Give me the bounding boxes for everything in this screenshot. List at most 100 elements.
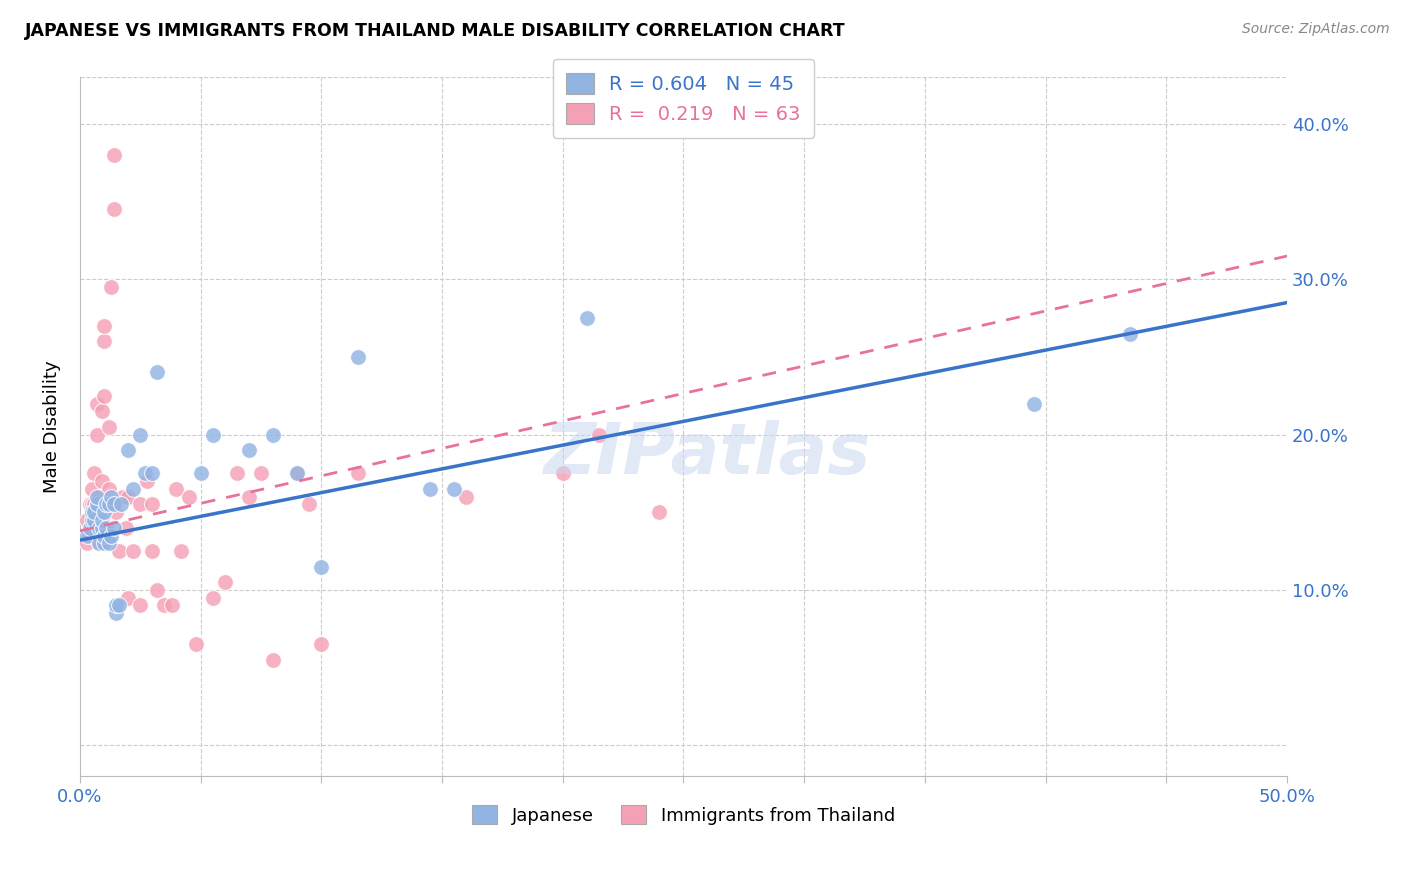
Point [97,498,120,512]
Point [177,490,200,504]
Point [105,505,128,519]
Point [117,490,139,504]
Point [153,599,176,613]
Point [93,528,115,542]
Point [117,443,139,458]
Point [129,427,152,442]
Point [86,498,108,512]
Point [134,467,156,481]
Point [86,513,108,527]
Point [103,521,125,535]
Point [122,544,145,558]
Point [105,599,128,613]
Point [83,505,105,519]
Point [93,505,115,519]
Point [90,521,112,535]
Point [201,591,224,605]
Point [110,498,132,512]
Point [114,521,136,535]
Point [214,575,236,590]
Point [311,637,333,651]
Y-axis label: Male Disability: Male Disability [44,360,60,493]
Point [170,544,193,558]
Point [80,498,103,512]
Point [648,505,671,519]
Point [86,396,108,410]
Point [141,467,163,481]
Point [93,536,115,550]
Point [83,513,105,527]
Point [97,536,120,550]
Point [96,528,118,542]
Point [80,513,103,527]
Point [86,498,108,512]
Point [79,498,101,512]
Point [285,467,308,481]
Point [107,544,129,558]
Point [89,521,111,535]
Point [346,350,368,364]
Point [298,498,321,512]
Point [93,318,115,333]
Point [90,474,112,488]
Point [456,490,478,504]
Point [136,474,159,488]
Point [83,498,105,512]
Point [201,427,224,442]
Point [100,528,122,542]
Point [83,513,105,527]
Point [89,536,111,550]
Text: Source: ZipAtlas.com: Source: ZipAtlas.com [1241,22,1389,37]
Point [141,498,163,512]
Point [1119,326,1142,341]
Point [184,637,207,651]
Point [117,591,139,605]
Point [112,490,135,504]
Text: JAPANESE VS IMMIGRANTS FROM THAILAND MALE DISABILITY CORRELATION CHART: JAPANESE VS IMMIGRANTS FROM THAILAND MAL… [25,22,846,40]
Point [97,419,120,434]
Point [96,498,118,512]
Point [80,521,103,535]
Legend: Japanese, Immigrants from Thailand: Japanese, Immigrants from Thailand [463,796,904,833]
Point [250,467,273,481]
Point [146,582,169,597]
Point [122,482,145,496]
Point [79,521,101,535]
Point [89,536,111,550]
Point [90,513,112,527]
Point [97,482,120,496]
Point [160,599,183,613]
Point [93,389,115,403]
Point [165,482,187,496]
Point [443,482,465,496]
Point [238,490,260,504]
Point [96,521,118,535]
Point [76,513,98,527]
Point [79,528,101,542]
Point [419,482,441,496]
Point [96,498,118,512]
Point [103,148,125,162]
Point [100,280,122,294]
Point [86,490,108,504]
Point [105,606,128,620]
Text: ZIPatlas: ZIPatlas [544,420,872,489]
Point [107,599,129,613]
Point [285,467,308,481]
Point [190,467,212,481]
Point [346,467,368,481]
Point [575,311,598,326]
Point [80,482,103,496]
Point [103,498,125,512]
Point [89,490,111,504]
Point [90,404,112,418]
Point [89,505,111,519]
Point [100,490,122,504]
Point [76,528,98,542]
Point [311,559,333,574]
Point [262,653,284,667]
Point [551,467,574,481]
Point [1022,396,1045,410]
Point [129,599,152,613]
Point [129,498,152,512]
